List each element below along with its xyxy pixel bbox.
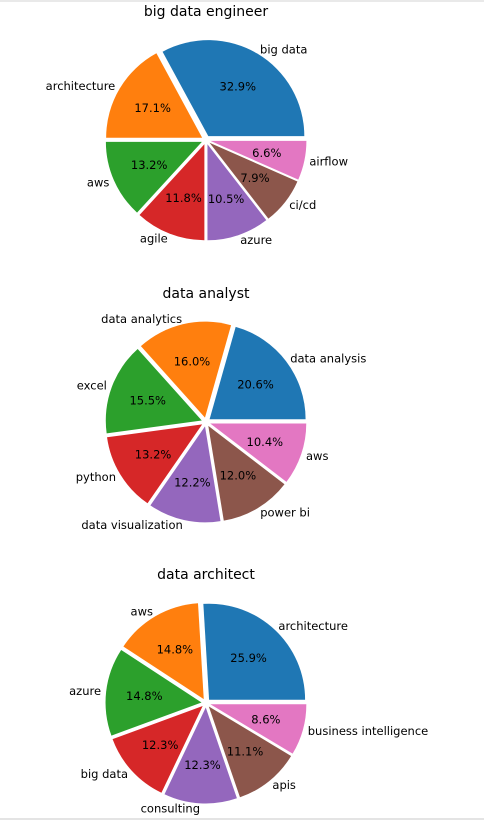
pie-slice-data-analytics	[140, 321, 232, 418]
pie-slice-aws	[105, 141, 202, 213]
pie-slice-percent-label: 13.2%	[131, 158, 168, 172]
pie-slice-category-label: architecture	[278, 619, 348, 633]
pie-slice-category-label: data visualization	[81, 518, 182, 532]
pie-slice-category-label: data analytics	[101, 312, 182, 326]
pie-slice-category-label: airflow	[309, 155, 348, 169]
pie-slice-aws	[123, 603, 204, 700]
pie-slice-category-label: data analysis	[290, 351, 366, 365]
pie-slice-big-data	[162, 40, 305, 137]
pie-slice-category-label: apis	[272, 778, 296, 792]
pie-slice-percent-label: 10.5%	[208, 192, 245, 206]
pie-slice-percent-label: 7.9%	[240, 171, 269, 185]
bottom-border	[0, 818, 484, 820]
chart-title: data analyst	[163, 286, 250, 302]
pie-slice-azure	[207, 144, 267, 241]
pie-wedges	[105, 603, 307, 804]
pie-slice-consulting	[164, 707, 237, 804]
pie-chart-data-analyst: data analyst 20.6% data analysis 16.0% data…	[76, 286, 367, 532]
pie-slice-percent-label: 10.4%	[247, 435, 284, 449]
pie-slice-category-label: architecture	[46, 79, 116, 93]
pie-slice-data-analysis	[209, 326, 306, 420]
pie-slice-ci-cd	[209, 142, 298, 219]
pie-slice-percent-label: 17.1%	[134, 101, 171, 115]
chart-title: data architect	[157, 567, 255, 583]
pie-slice-percent-label: 6.6%	[252, 146, 281, 160]
pie-labels: 25.9% architecture 14.8% aws 14.8% azure 12.3%…	[69, 605, 428, 816]
pie-slice-category-label: excel	[77, 379, 107, 393]
pie-wedges	[105, 40, 307, 241]
pie-slice-percent-label: 16.0%	[174, 355, 211, 369]
chart-title: big data engineer	[144, 4, 268, 20]
pie-slice-percent-label: 32.9%	[220, 80, 257, 94]
pie-slice-data-visualization	[150, 426, 221, 523]
pie-slice-percent-label: 25.9%	[230, 651, 267, 665]
pie-slice-percent-label: 14.8%	[157, 642, 194, 656]
pie-slice-category-label: big data	[260, 42, 307, 56]
pie-slice-category-label: business intelligence	[308, 724, 429, 738]
pie-slice-category-label: power bi	[260, 506, 310, 520]
pie-slice-python	[107, 424, 203, 504]
pie-wedges	[105, 321, 307, 523]
pie-slice-percent-label: 13.2%	[135, 447, 172, 461]
pie-slice-excel	[105, 348, 202, 434]
pie-chart-data-architect: data architect 25.9% architecture 14.8% aws…	[69, 567, 428, 815]
pie-slice-architecture	[106, 53, 203, 138]
top-border	[0, 0, 484, 2]
pie-slice-percent-label: 11.1%	[227, 744, 264, 758]
pie-slice-category-label: consulting	[141, 801, 200, 815]
pie-slice-percent-label: 20.6%	[237, 378, 274, 392]
pie-slice-percent-label: 15.5%	[129, 394, 166, 408]
pie-slice-category-label: azure	[69, 684, 101, 698]
pie-slice-azure	[105, 649, 202, 736]
pie-slice-big-data	[112, 706, 203, 793]
pie-slice-architecture	[203, 603, 306, 700]
pie-slice-percent-label: 12.3%	[184, 758, 221, 772]
pie-chart-big-data-engineer: big data engineer 32.9% big data 17.1% arch…	[46, 4, 348, 247]
pie-slice-category-label: aws	[131, 605, 153, 619]
pie-slice-percent-label: 12.0%	[220, 468, 257, 482]
pie-slice-apis	[208, 706, 292, 798]
pie-slice-aws	[210, 423, 307, 482]
pie-slice-business-intelligence	[210, 704, 307, 754]
pie-slice-category-label: python	[76, 470, 116, 484]
pie-slice-agile	[139, 144, 205, 241]
pie-slice-category-label: big data	[81, 767, 128, 781]
pie-slice-category-label: aws	[87, 176, 109, 190]
pie-slice-percent-label: 14.8%	[126, 689, 163, 703]
pie-slice-category-label: azure	[240, 233, 272, 247]
pie-slice-category-label: agile	[140, 231, 168, 245]
pie-slice-percent-label: 8.6%	[251, 713, 280, 727]
pie-labels: 20.6% data analysis 16.0% data analytics 15.…	[76, 312, 367, 532]
pie-slice-airflow	[210, 140, 307, 180]
pie-slice-percent-label: 12.2%	[174, 476, 211, 490]
pie-slice-percent-label: 12.3%	[142, 738, 179, 752]
pie-slice-category-label: aws	[306, 449, 328, 463]
pie-slice-percent-label: 11.8%	[165, 191, 202, 205]
pie-slice-category-label: ci/cd	[289, 198, 316, 212]
pie-slice-power-bi	[208, 425, 285, 521]
pie-labels: 32.9% big data 17.1% architecture 13.2% aws 11…	[46, 42, 348, 247]
